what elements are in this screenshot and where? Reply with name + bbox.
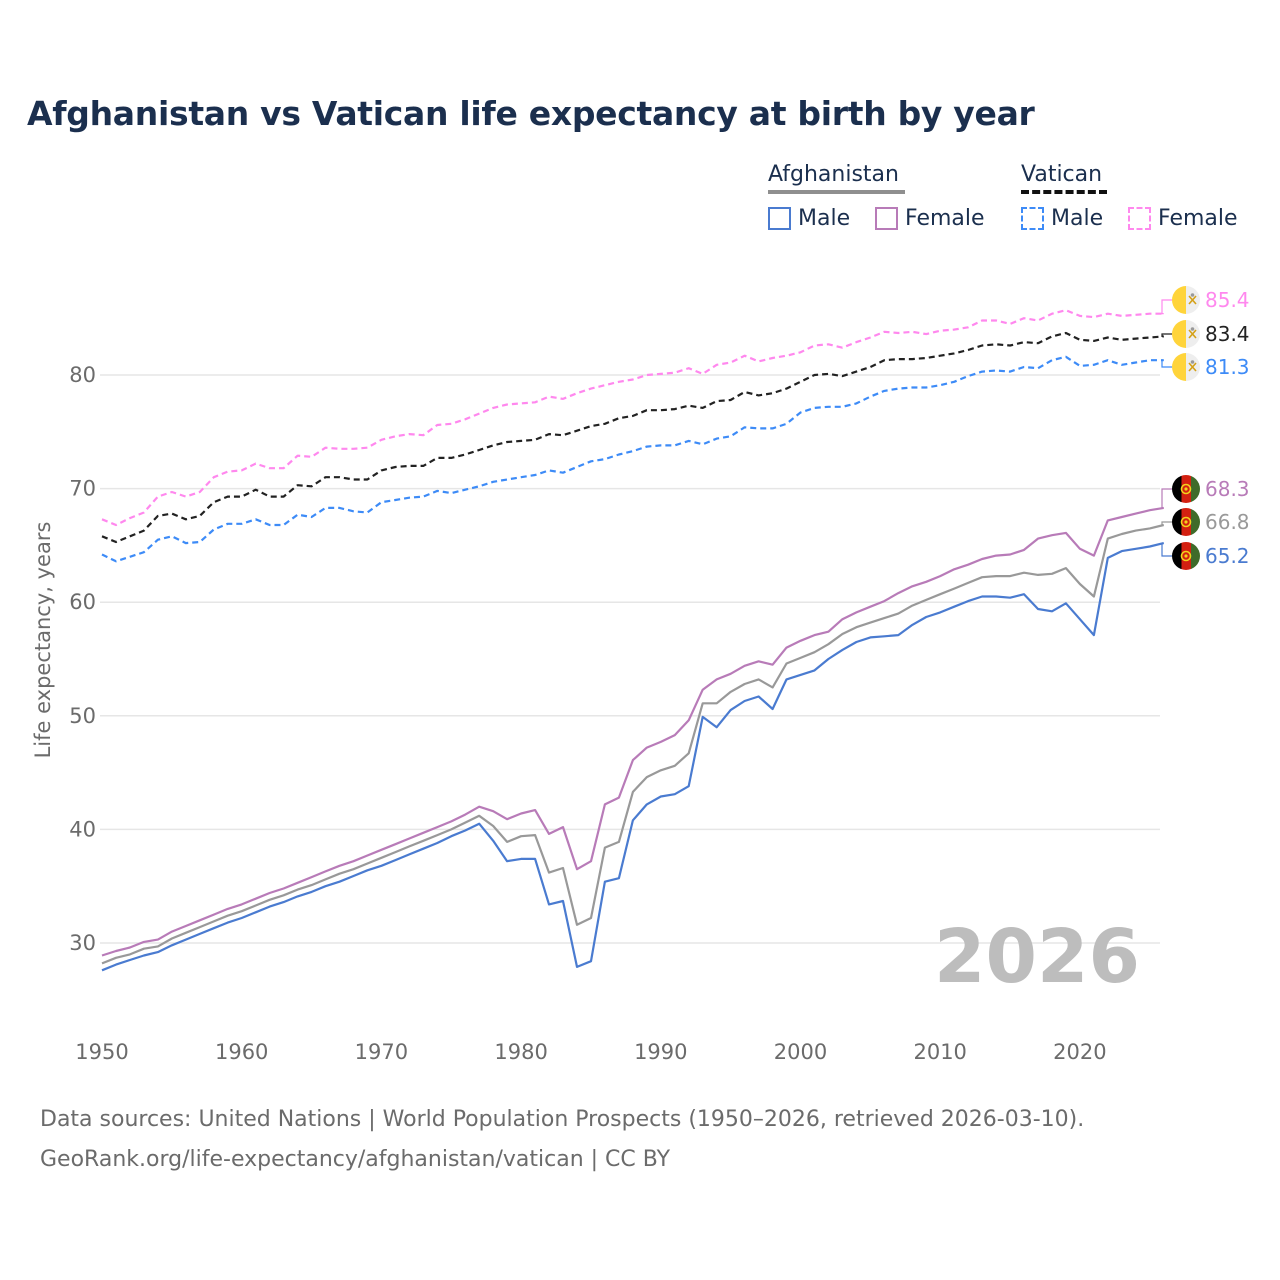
footer-link[interactable]: GeoRank.org/life-expectancy/afghanistan/… (40, 1147, 671, 1172)
legend-vatican-line (1021, 190, 1107, 194)
end-value-label: 85.4 (1205, 288, 1250, 312)
series-line-afghanistan-female[interactable] (101, 506, 1164, 957)
year-watermark: 2026 (934, 914, 1140, 1000)
series-lines (101, 309, 1164, 972)
end-label-connector (1161, 542, 1172, 557)
chart-title: Afghanistan vs Vatican life expectancy a… (27, 94, 1035, 133)
end-label-connector (1161, 488, 1172, 509)
legend-item-afghanistan-male[interactable]: Male (768, 206, 850, 231)
series-line-vatican-male[interactable] (101, 355, 1164, 563)
legend-label: Female (905, 206, 985, 231)
end-value-label: 68.3 (1205, 477, 1250, 501)
end-label-connector (1161, 333, 1172, 337)
end-value-label: 81.3 (1205, 355, 1250, 379)
afghanistan-flag-icon (1172, 508, 1200, 536)
afghanistan-flag-icon (1172, 542, 1200, 570)
end-labels: 85.4 83.4 81.3 68.3 66.8 65.2 (1161, 286, 1250, 570)
vatican-flag-icon (1172, 286, 1200, 314)
legend-swatch (1128, 207, 1151, 230)
legend-item-vatican-female[interactable]: Female (1128, 206, 1238, 231)
series-line-afghanistan-male[interactable] (101, 542, 1164, 972)
end-label-connector (1161, 359, 1172, 368)
legend-swatch (1021, 207, 1044, 230)
y-tick-label: 40 (69, 817, 96, 841)
x-axis-ticks: 1950 1960 1970 1980 1990 2000 2010 2020 (75, 1040, 1106, 1064)
x-tick-label: 1990 (634, 1040, 687, 1064)
x-tick-label: 1950 (75, 1040, 128, 1064)
footer-sources: Data sources: United Nations | World Pop… (40, 1107, 1085, 1132)
x-tick-label: 1960 (215, 1040, 268, 1064)
end-value-label: 83.4 (1205, 322, 1250, 346)
series-line-vatican-female[interactable] (101, 309, 1164, 527)
y-tick-label: 30 (69, 931, 96, 955)
x-tick-label: 2020 (1053, 1040, 1106, 1064)
series-line-vatican-total[interactable] (101, 331, 1164, 544)
legend-label: Male (1051, 206, 1104, 231)
legend-swatch (875, 207, 898, 230)
vatican-flag-icon (1172, 320, 1200, 348)
y-tick-label: 60 (69, 590, 96, 614)
end-label-connector (1161, 299, 1172, 315)
afghanistan-flag-icon (1172, 475, 1200, 503)
legend-group-vatican: Vatican (1021, 162, 1103, 187)
end-label-connector (1161, 521, 1172, 526)
end-value-label: 66.8 (1205, 510, 1250, 534)
y-axis-ticks: 30 40 50 60 70 80 (69, 363, 96, 955)
legend-afghanistan-line (768, 190, 905, 194)
legend-item-vatican-male[interactable]: Male (1021, 206, 1103, 231)
series-line-afghanistan-total[interactable] (101, 523, 1164, 965)
x-tick-label: 2000 (774, 1040, 827, 1064)
x-tick-label: 2010 (913, 1040, 966, 1064)
x-tick-label: 1970 (355, 1040, 408, 1064)
y-tick-label: 80 (69, 363, 96, 387)
y-tick-label: 70 (69, 477, 96, 501)
y-axis-label: Life expectancy, years (31, 522, 55, 759)
legend-label: Male (798, 206, 851, 231)
end-value-label: 65.2 (1205, 544, 1250, 568)
x-tick-label: 1980 (494, 1040, 547, 1064)
legend-label: Female (1158, 206, 1238, 231)
vatican-flag-icon (1172, 353, 1200, 381)
gridlines (100, 374, 1160, 944)
legend-swatch (768, 207, 791, 230)
legend-group-afghanistan: Afghanistan (768, 162, 899, 187)
legend-item-afghanistan-female[interactable]: Female (875, 206, 985, 231)
y-tick-label: 50 (69, 704, 96, 728)
